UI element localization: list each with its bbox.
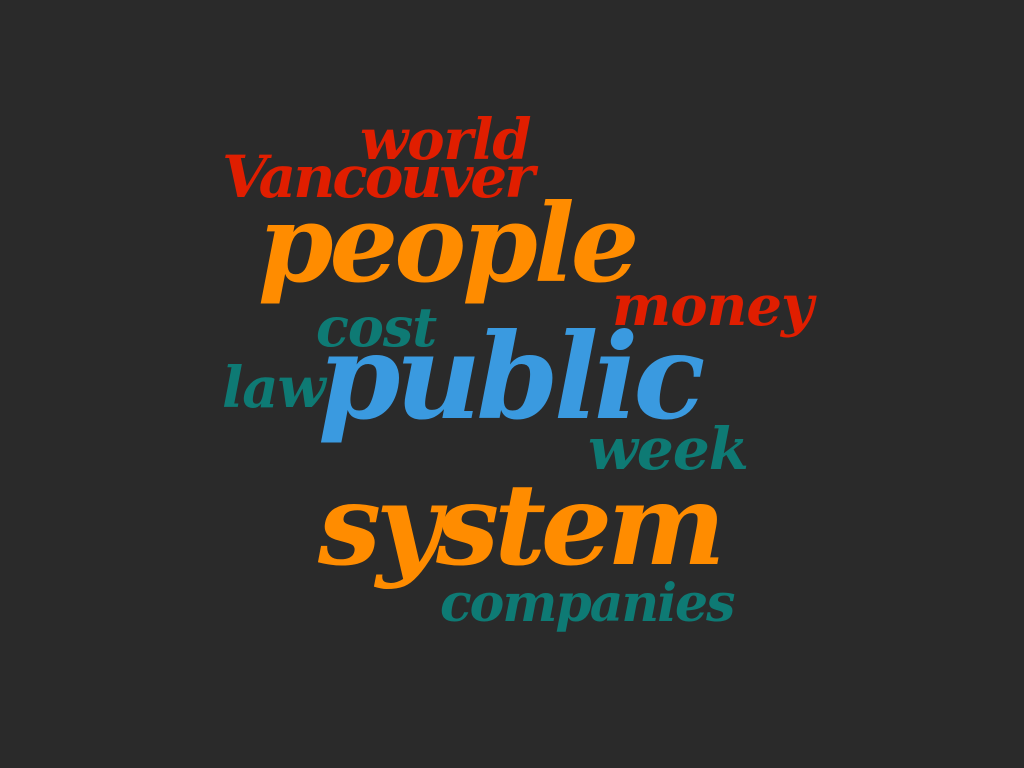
word-system: system — [318, 460, 726, 591]
word-week: week — [588, 415, 749, 483]
word-companies: companies — [440, 573, 735, 634]
word-cost: cost — [316, 295, 437, 359]
word-people: people — [258, 181, 640, 307]
word-law: law — [222, 355, 326, 421]
word-world: world — [360, 107, 531, 173]
word-vancouver: Vancouver — [222, 143, 535, 211]
word-public: public — [318, 307, 705, 446]
word-money: money — [612, 273, 813, 339]
